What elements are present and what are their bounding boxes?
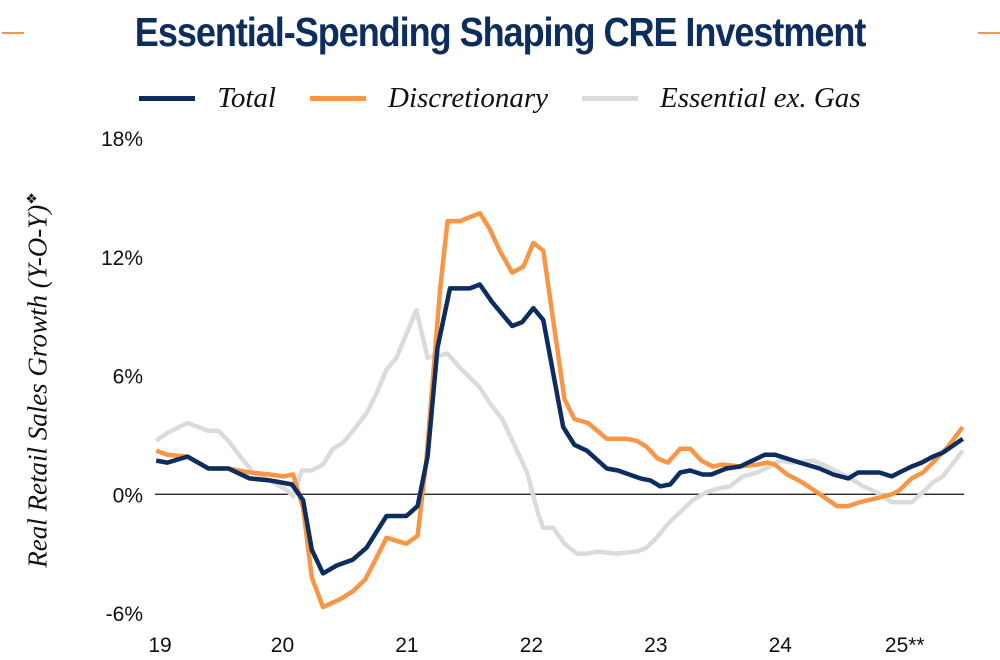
y-tick-label: -6% [106, 603, 143, 626]
x-tick-label: 25** [885, 634, 925, 657]
x-tick-label: 20 [271, 634, 294, 657]
title-dash-left [2, 32, 24, 34]
legend-item-discretionary: Discretionary [310, 82, 548, 115]
y-tick-label: 6% [113, 366, 143, 389]
x-tick-label: 22 [520, 634, 543, 657]
legend-item-essential: Essential ex. Gas [582, 82, 861, 115]
y-tick-label: 12% [101, 247, 143, 270]
legend-item-total: Total [139, 82, 276, 115]
legend-label-total: Total [217, 82, 276, 114]
y-tick-label: 0% [113, 484, 143, 507]
legend-label-essential: Essential ex. Gas [660, 82, 861, 114]
series-line-total [155, 282, 965, 576]
series-line-essential-ex-gas [154, 307, 965, 556]
title-dash-right [978, 32, 1000, 34]
series-line-discretionary [155, 210, 965, 610]
chart-title-row: Essential-Spending Shaping CRE Investmen… [0, 4, 1000, 60]
x-tick-label: 21 [395, 634, 418, 657]
x-tick-label: 24 [769, 634, 793, 657]
x-tick-label: 23 [644, 634, 667, 657]
legend-swatch-essential [582, 96, 639, 101]
x-tick-label: 19 [148, 634, 171, 657]
legend-swatch-discretionary [310, 96, 366, 101]
legend-label-discretionary: Discretionary [388, 82, 549, 114]
legend-swatch-total [139, 96, 196, 101]
legend: Total Discretionary Essential ex. Gas [0, 82, 1000, 115]
chart-title: Essential-Spending Shaping CRE Investmen… [134, 9, 867, 55]
y-tick-label: 18% [101, 128, 143, 151]
